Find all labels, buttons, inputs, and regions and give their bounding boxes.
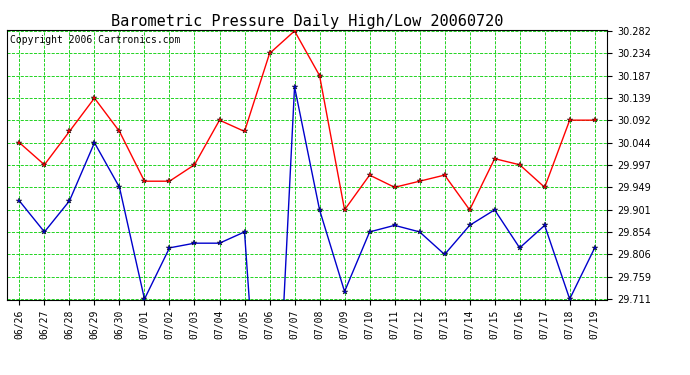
Text: Copyright 2006 Cartronics.com: Copyright 2006 Cartronics.com xyxy=(10,35,180,45)
Title: Barometric Pressure Daily High/Low 20060720: Barometric Pressure Daily High/Low 20060… xyxy=(111,14,503,29)
